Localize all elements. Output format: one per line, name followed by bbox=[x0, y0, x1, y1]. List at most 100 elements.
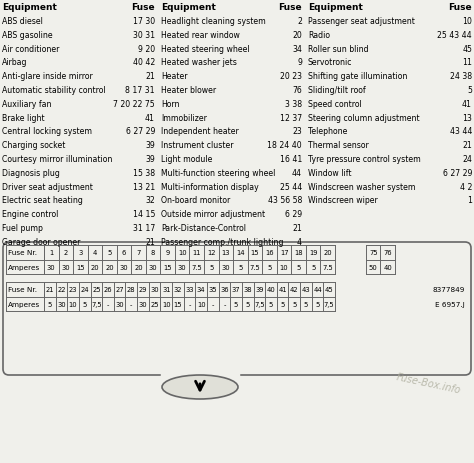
Text: 1: 1 bbox=[467, 196, 472, 205]
Text: 5: 5 bbox=[269, 301, 273, 307]
Text: 24: 24 bbox=[462, 155, 472, 163]
Text: 6 27 29: 6 27 29 bbox=[443, 169, 472, 177]
Text: Airbag: Airbag bbox=[2, 58, 27, 67]
Text: 27: 27 bbox=[115, 287, 124, 293]
Text: 31 17: 31 17 bbox=[133, 224, 155, 232]
Text: Air conditioner: Air conditioner bbox=[2, 44, 59, 54]
Text: 13: 13 bbox=[462, 113, 472, 122]
Text: Auxiliary fan: Auxiliary fan bbox=[2, 100, 52, 108]
Text: 10: 10 bbox=[69, 301, 77, 307]
Text: ABS gasoline: ABS gasoline bbox=[2, 31, 53, 40]
Text: Equipment: Equipment bbox=[308, 3, 363, 12]
Text: Fuse: Fuse bbox=[278, 3, 302, 12]
Text: Driver seat adjustment: Driver seat adjustment bbox=[2, 182, 93, 191]
Text: 7,5: 7,5 bbox=[254, 301, 264, 307]
Text: 35: 35 bbox=[209, 287, 217, 293]
Text: 11: 11 bbox=[192, 250, 201, 256]
Text: 45: 45 bbox=[462, 44, 472, 54]
Text: Heated steering wheel: Heated steering wheel bbox=[161, 44, 250, 54]
Text: 30: 30 bbox=[120, 264, 128, 270]
Text: 14 15: 14 15 bbox=[133, 210, 155, 219]
Text: 20: 20 bbox=[134, 264, 143, 270]
Text: ABS diesel: ABS diesel bbox=[2, 17, 43, 26]
Text: 9 20: 9 20 bbox=[138, 44, 155, 54]
Text: 5: 5 bbox=[82, 301, 87, 307]
Text: Park-Distance-Control: Park-Distance-Control bbox=[161, 224, 246, 232]
Text: Heated washer jets: Heated washer jets bbox=[161, 58, 237, 67]
Text: E 6957.J: E 6957.J bbox=[435, 301, 465, 307]
Text: 41: 41 bbox=[145, 113, 155, 122]
Text: 16: 16 bbox=[265, 250, 274, 256]
Text: 4: 4 bbox=[297, 237, 302, 246]
Text: Instrument cluster: Instrument cluster bbox=[161, 141, 234, 150]
Text: Speed control: Speed control bbox=[308, 100, 362, 108]
Text: 7,5: 7,5 bbox=[324, 301, 335, 307]
Text: Engine control: Engine control bbox=[2, 210, 58, 219]
Text: 15 38: 15 38 bbox=[133, 169, 155, 177]
Text: 10: 10 bbox=[280, 264, 288, 270]
Text: Multi-function steering wheel: Multi-function steering wheel bbox=[161, 169, 275, 177]
Text: Servotronic: Servotronic bbox=[308, 58, 353, 67]
Text: Sliding/tilt roof: Sliding/tilt roof bbox=[308, 86, 365, 95]
Text: 15: 15 bbox=[251, 250, 259, 256]
Text: Fuse Nr.: Fuse Nr. bbox=[8, 250, 37, 256]
Text: 2: 2 bbox=[297, 17, 302, 26]
Text: 2: 2 bbox=[64, 250, 68, 256]
Text: 41: 41 bbox=[278, 287, 287, 293]
Text: 31: 31 bbox=[162, 287, 171, 293]
Text: 8 17 31: 8 17 31 bbox=[126, 86, 155, 95]
Text: Diagnosis plug: Diagnosis plug bbox=[2, 169, 60, 177]
Text: 5: 5 bbox=[238, 264, 243, 270]
Text: 36: 36 bbox=[220, 287, 229, 293]
Text: Independent heater: Independent heater bbox=[161, 127, 239, 136]
Text: 43 56 58: 43 56 58 bbox=[268, 196, 302, 205]
Text: 50: 50 bbox=[369, 264, 378, 270]
Text: 30: 30 bbox=[138, 301, 147, 307]
Text: 21: 21 bbox=[292, 224, 302, 232]
Text: 17: 17 bbox=[280, 250, 288, 256]
Text: 6 29: 6 29 bbox=[285, 210, 302, 219]
Text: 5: 5 bbox=[311, 264, 315, 270]
Text: 5: 5 bbox=[234, 301, 238, 307]
Text: 40 42: 40 42 bbox=[133, 58, 155, 67]
Text: 39: 39 bbox=[145, 141, 155, 150]
Text: 15: 15 bbox=[173, 301, 182, 307]
Text: Central locking system: Central locking system bbox=[2, 127, 92, 136]
Text: 4 2: 4 2 bbox=[460, 182, 472, 191]
Text: 12: 12 bbox=[207, 250, 216, 256]
Text: 5: 5 bbox=[107, 250, 112, 256]
Text: 18: 18 bbox=[294, 250, 303, 256]
Text: 12 37: 12 37 bbox=[280, 113, 302, 122]
Text: 17 30: 17 30 bbox=[133, 17, 155, 26]
Text: 4: 4 bbox=[93, 250, 97, 256]
Text: 24: 24 bbox=[81, 287, 89, 293]
Text: 75: 75 bbox=[369, 250, 378, 256]
Text: 21: 21 bbox=[462, 141, 472, 150]
Text: 30: 30 bbox=[115, 301, 124, 307]
Text: 7 20 22 75: 7 20 22 75 bbox=[113, 100, 155, 108]
Text: 20: 20 bbox=[105, 264, 114, 270]
Text: Shifting gate illumination: Shifting gate illumination bbox=[308, 72, 407, 81]
Text: 10: 10 bbox=[462, 17, 472, 26]
Text: 5: 5 bbox=[296, 264, 301, 270]
Text: Amperes: Amperes bbox=[8, 301, 40, 307]
Text: 3: 3 bbox=[78, 250, 82, 256]
Text: 5: 5 bbox=[304, 301, 308, 307]
Text: 13 21: 13 21 bbox=[133, 182, 155, 191]
Text: 5: 5 bbox=[47, 301, 52, 307]
Text: 23: 23 bbox=[292, 127, 302, 136]
Text: 34: 34 bbox=[292, 44, 302, 54]
Text: 43: 43 bbox=[301, 287, 310, 293]
Text: 21: 21 bbox=[46, 287, 54, 293]
Text: 7.5: 7.5 bbox=[191, 264, 202, 270]
Text: 25: 25 bbox=[92, 287, 100, 293]
Text: 7.5: 7.5 bbox=[250, 264, 260, 270]
Text: Amperes: Amperes bbox=[8, 264, 40, 270]
Text: Thermal sensor: Thermal sensor bbox=[308, 141, 369, 150]
Text: -: - bbox=[211, 301, 214, 307]
Text: Windscreen wiper: Windscreen wiper bbox=[308, 196, 378, 205]
Text: 20: 20 bbox=[91, 264, 99, 270]
Text: Light module: Light module bbox=[161, 155, 212, 163]
Text: 33: 33 bbox=[185, 287, 194, 293]
Text: 8: 8 bbox=[151, 250, 155, 256]
